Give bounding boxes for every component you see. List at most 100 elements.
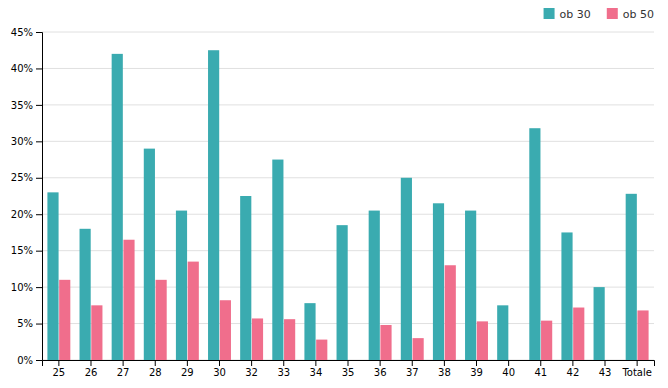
tick-label: 0% <box>17 355 33 366</box>
bar <box>401 178 412 360</box>
tick: 20% <box>11 209 42 220</box>
tick: 29 <box>181 360 194 378</box>
bar <box>497 305 508 360</box>
bar <box>176 211 187 360</box>
bar <box>112 54 123 360</box>
bar <box>541 321 552 360</box>
tick-mark <box>476 360 477 366</box>
tick-mark <box>444 360 445 366</box>
tick-label: 29 <box>181 367 194 378</box>
bar <box>561 232 572 360</box>
grid-line <box>42 214 654 215</box>
grid-line <box>42 32 654 33</box>
legend-label: ob 50 <box>623 8 654 21</box>
tick-mark <box>315 360 316 366</box>
tick-mark <box>36 214 42 215</box>
bar <box>605 360 616 361</box>
grid-line <box>42 68 654 69</box>
tick-label: 33 <box>277 367 290 378</box>
tick: 26 <box>85 360 98 378</box>
plot: 0% 5% 10% 15% 20% 25% 30% 35% 40% 45% 25 26 27 28 29 30… <box>11 27 655 378</box>
legend-label: ob 30 <box>560 8 591 21</box>
tick-label: 38 <box>438 367 451 378</box>
tick: 40 <box>502 360 515 378</box>
tick-mark <box>572 360 573 366</box>
grid-line <box>42 141 654 142</box>
tick: Totale <box>621 360 652 378</box>
bar <box>433 203 444 360</box>
bar <box>272 160 283 360</box>
tick-mark <box>36 141 42 142</box>
bar <box>240 196 251 360</box>
bar <box>252 318 263 360</box>
tick-label: 40 <box>502 367 515 378</box>
axis-line <box>36 33 43 361</box>
bar-series <box>59 240 648 360</box>
bar <box>59 280 70 360</box>
tick-label: 39 <box>470 367 483 378</box>
tick-mark <box>637 360 638 366</box>
tick-mark <box>36 68 42 69</box>
tick: 30% <box>11 136 42 147</box>
tick-mark <box>36 105 42 106</box>
tick: 0% <box>17 355 42 366</box>
bar <box>465 211 476 360</box>
tick-label: 35 <box>342 367 355 378</box>
tick-label: 37 <box>406 367 419 378</box>
tick-label: 30% <box>11 136 33 147</box>
tick-label: 27 <box>117 367 130 378</box>
bar <box>91 305 102 360</box>
tick-label: 43 <box>599 367 612 378</box>
bar <box>80 229 91 360</box>
legend-swatch <box>607 8 618 19</box>
tick: 10% <box>11 282 42 293</box>
tick-mark <box>412 360 413 366</box>
tick: 32 <box>245 360 258 378</box>
chart: 0% 5% 10% 15% 20% 25% 30% 35% 40% 45% 25 26 27 28 29 30… <box>0 0 668 388</box>
tick-label: 41 <box>534 367 547 378</box>
tick-mark <box>540 360 541 366</box>
tick-mark <box>123 360 124 366</box>
bar <box>445 265 456 360</box>
tick-mark <box>36 32 42 33</box>
bar <box>509 360 520 361</box>
tick: 45% <box>11 27 42 38</box>
bar <box>348 360 359 361</box>
tick-label: 10% <box>11 282 33 293</box>
tick: 39 <box>470 360 483 378</box>
bar <box>304 303 315 360</box>
tick: 5% <box>17 318 42 329</box>
bar <box>208 50 219 360</box>
bar <box>413 338 424 360</box>
tick-label: 25% <box>11 172 33 183</box>
tick-label: 36 <box>374 367 387 378</box>
tick: 35% <box>11 100 42 111</box>
bar <box>626 194 637 360</box>
tick-label: 45% <box>11 27 33 38</box>
bar <box>529 128 540 360</box>
tick-mark <box>36 324 42 325</box>
tick-label: Totale <box>621 367 652 378</box>
tick-mark <box>36 360 42 361</box>
tick-label: 28 <box>149 367 162 378</box>
tick: 25 <box>52 360 65 378</box>
tick-label: 15% <box>11 245 33 256</box>
tick: 28 <box>149 360 162 378</box>
grid-line <box>42 177 654 178</box>
legend-item: ob 50 <box>607 8 654 21</box>
bar <box>47 192 58 360</box>
tick: 40% <box>11 63 42 74</box>
bar <box>144 149 155 360</box>
tick-mark <box>155 360 156 366</box>
tick: 36 <box>374 360 387 378</box>
tick: 41 <box>534 360 547 378</box>
tick-label: 34 <box>310 367 323 378</box>
grid-line <box>42 104 654 105</box>
bar <box>316 340 327 360</box>
tick-mark <box>508 360 509 366</box>
tick: 35 <box>342 360 355 378</box>
tick: 30 <box>213 360 226 378</box>
tick: 15% <box>11 245 42 256</box>
tick-label: 25 <box>52 367 65 378</box>
bar <box>123 240 134 360</box>
